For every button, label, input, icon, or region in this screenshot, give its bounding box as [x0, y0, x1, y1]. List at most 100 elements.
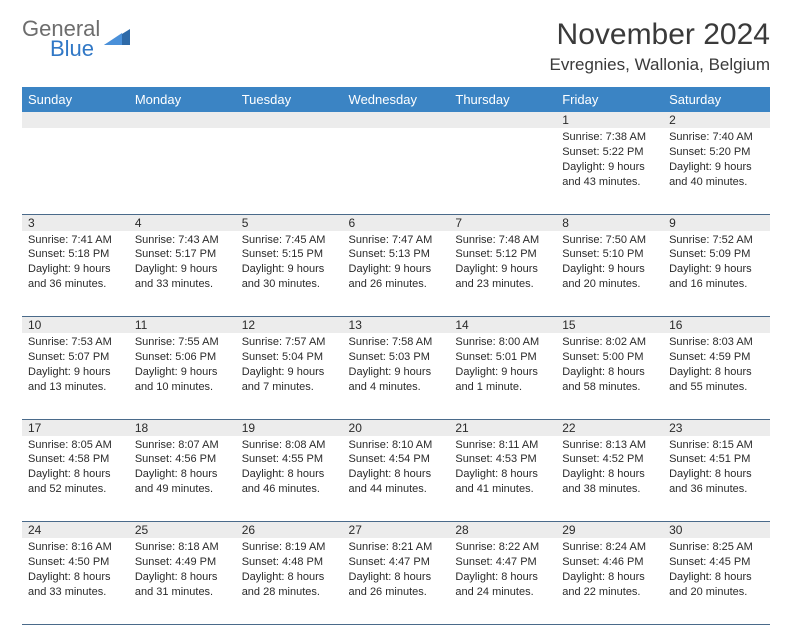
day-number: 29: [556, 522, 663, 539]
sunset-text: Sunset: 4:58 PM: [28, 452, 123, 467]
sunset-text: Sunset: 5:15 PM: [242, 247, 337, 262]
day-number: [129, 112, 236, 128]
sunset-text: Sunset: 5:10 PM: [562, 247, 657, 262]
day-cell: Sunrise: 7:57 AMSunset: 5:04 PMDaylight:…: [236, 333, 343, 419]
day-number: 30: [663, 522, 770, 539]
location: Evregnies, Wallonia, Belgium: [550, 55, 770, 75]
day-number: 11: [129, 317, 236, 334]
sunrise-text: Sunrise: 7:48 AM: [455, 233, 550, 248]
day2-text: and 4 minutes.: [349, 380, 444, 395]
day-cell: Sunrise: 8:07 AMSunset: 4:56 PMDaylight:…: [129, 436, 236, 522]
day-cell: Sunrise: 8:16 AMSunset: 4:50 PMDaylight:…: [22, 538, 129, 624]
day-number: 21: [449, 419, 556, 436]
month-title: November 2024: [550, 18, 770, 52]
day1-text: Daylight: 8 hours: [562, 570, 657, 585]
day-header: Thursday: [449, 87, 556, 112]
logo-text: General Blue: [22, 18, 100, 60]
day-number: 19: [236, 419, 343, 436]
day1-text: Daylight: 8 hours: [562, 467, 657, 482]
day-number: 22: [556, 419, 663, 436]
day1-text: Daylight: 9 hours: [349, 262, 444, 277]
sunrise-text: Sunrise: 8:02 AM: [562, 335, 657, 350]
day-info: Sunrise: 8:15 AMSunset: 4:51 PMDaylight:…: [663, 436, 770, 501]
day-number: 16: [663, 317, 770, 334]
sunset-text: Sunset: 5:00 PM: [562, 350, 657, 365]
sunset-text: Sunset: 5:18 PM: [28, 247, 123, 262]
sunrise-text: Sunrise: 7:41 AM: [28, 233, 123, 248]
day-cell: [22, 128, 129, 214]
sunset-text: Sunset: 4:51 PM: [669, 452, 764, 467]
day-number-row: 12: [22, 112, 770, 128]
day-number: 4: [129, 214, 236, 231]
calendar-table: SundayMondayTuesdayWednesdayThursdayFrid…: [22, 87, 770, 625]
sunrise-text: Sunrise: 7:58 AM: [349, 335, 444, 350]
day-number: [22, 112, 129, 128]
sunrise-text: Sunrise: 8:19 AM: [242, 540, 337, 555]
sunrise-text: Sunrise: 8:15 AM: [669, 438, 764, 453]
day-header: Friday: [556, 87, 663, 112]
day-number: 1: [556, 112, 663, 128]
day1-text: Daylight: 8 hours: [28, 467, 123, 482]
day-cell: Sunrise: 7:58 AMSunset: 5:03 PMDaylight:…: [343, 333, 450, 419]
day-cell: [343, 128, 450, 214]
day2-text: and 22 minutes.: [562, 585, 657, 600]
header: General Blue November 2024 Evregnies, Wa…: [22, 18, 770, 75]
day2-text: and 24 minutes.: [455, 585, 550, 600]
day2-text: and 16 minutes.: [669, 277, 764, 292]
sunrise-text: Sunrise: 7:52 AM: [669, 233, 764, 248]
sunset-text: Sunset: 4:50 PM: [28, 555, 123, 570]
day-number: 3: [22, 214, 129, 231]
sunrise-text: Sunrise: 8:00 AM: [455, 335, 550, 350]
day-info: Sunrise: 7:52 AMSunset: 5:09 PMDaylight:…: [663, 231, 770, 296]
day-number: 2: [663, 112, 770, 128]
day-header: Monday: [129, 87, 236, 112]
day1-text: Daylight: 9 hours: [455, 365, 550, 380]
day-cell: Sunrise: 7:45 AMSunset: 5:15 PMDaylight:…: [236, 231, 343, 317]
day2-text: and 1 minute.: [455, 380, 550, 395]
day-cell: Sunrise: 8:02 AMSunset: 5:00 PMDaylight:…: [556, 333, 663, 419]
sunrise-text: Sunrise: 7:47 AM: [349, 233, 444, 248]
sunset-text: Sunset: 5:22 PM: [562, 145, 657, 160]
day-number-row: 24252627282930: [22, 522, 770, 539]
day-info: Sunrise: 8:13 AMSunset: 4:52 PMDaylight:…: [556, 436, 663, 501]
week-row: Sunrise: 8:05 AMSunset: 4:58 PMDaylight:…: [22, 436, 770, 522]
day-cell: Sunrise: 7:38 AMSunset: 5:22 PMDaylight:…: [556, 128, 663, 214]
sunset-text: Sunset: 4:45 PM: [669, 555, 764, 570]
day2-text: and 23 minutes.: [455, 277, 550, 292]
day-number: 23: [663, 419, 770, 436]
day-info: Sunrise: 8:05 AMSunset: 4:58 PMDaylight:…: [22, 436, 129, 501]
day-number: 17: [22, 419, 129, 436]
day-number: 15: [556, 317, 663, 334]
day-number-row: 17181920212223: [22, 419, 770, 436]
day-info: Sunrise: 7:43 AMSunset: 5:17 PMDaylight:…: [129, 231, 236, 296]
day-header: Wednesday: [343, 87, 450, 112]
day2-text: and 33 minutes.: [135, 277, 230, 292]
day-info: Sunrise: 8:16 AMSunset: 4:50 PMDaylight:…: [22, 538, 129, 603]
day1-text: Daylight: 9 hours: [562, 262, 657, 277]
day2-text: and 41 minutes.: [455, 482, 550, 497]
day2-text: and 13 minutes.: [28, 380, 123, 395]
calendar-header-row: SundayMondayTuesdayWednesdayThursdayFrid…: [22, 87, 770, 112]
day-cell: Sunrise: 8:00 AMSunset: 5:01 PMDaylight:…: [449, 333, 556, 419]
sunrise-text: Sunrise: 8:10 AM: [349, 438, 444, 453]
sunset-text: Sunset: 5:03 PM: [349, 350, 444, 365]
week-row: Sunrise: 7:53 AMSunset: 5:07 PMDaylight:…: [22, 333, 770, 419]
day-cell: Sunrise: 8:25 AMSunset: 4:45 PMDaylight:…: [663, 538, 770, 624]
sunrise-text: Sunrise: 7:53 AM: [28, 335, 123, 350]
day1-text: Daylight: 8 hours: [349, 467, 444, 482]
day-info: Sunrise: 7:48 AMSunset: 5:12 PMDaylight:…: [449, 231, 556, 296]
day-cell: Sunrise: 8:18 AMSunset: 4:49 PMDaylight:…: [129, 538, 236, 624]
day2-text: and 43 minutes.: [562, 175, 657, 190]
day-cell: Sunrise: 7:41 AMSunset: 5:18 PMDaylight:…: [22, 231, 129, 317]
day1-text: Daylight: 9 hours: [135, 262, 230, 277]
sunrise-text: Sunrise: 7:45 AM: [242, 233, 337, 248]
day-cell: Sunrise: 8:10 AMSunset: 4:54 PMDaylight:…: [343, 436, 450, 522]
day1-text: Daylight: 8 hours: [455, 467, 550, 482]
day2-text: and 7 minutes.: [242, 380, 337, 395]
day1-text: Daylight: 8 hours: [669, 570, 764, 585]
day-info: Sunrise: 7:53 AMSunset: 5:07 PMDaylight:…: [22, 333, 129, 398]
day1-text: Daylight: 9 hours: [28, 262, 123, 277]
day-cell: Sunrise: 7:48 AMSunset: 5:12 PMDaylight:…: [449, 231, 556, 317]
sunset-text: Sunset: 4:47 PM: [455, 555, 550, 570]
day-cell: Sunrise: 8:08 AMSunset: 4:55 PMDaylight:…: [236, 436, 343, 522]
